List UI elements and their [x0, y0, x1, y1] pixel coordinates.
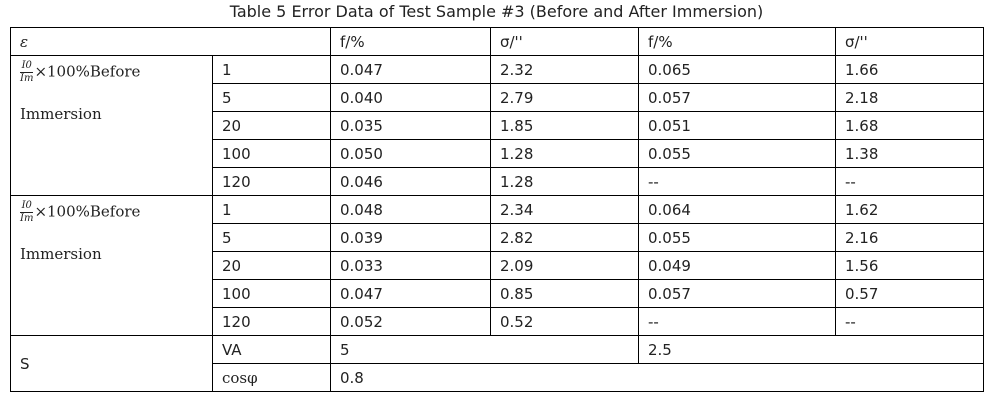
table-row: 120 0.052 0.52 -- -- — [11, 307, 984, 336]
group-label: ×100%Before — [34, 202, 141, 221]
table-cell: 1 — [212, 195, 331, 224]
table-cell: 0.85 — [490, 279, 639, 308]
table-cell: 0.040 — [330, 83, 491, 112]
table-cell: 0.055 — [638, 223, 836, 252]
header-cell: f/% — [330, 27, 491, 56]
table-cell: 1 — [212, 55, 331, 84]
numerator: I0 — [20, 200, 34, 213]
header-cell: σ/'' — [490, 27, 639, 56]
table-cell: 0.049 — [638, 251, 836, 280]
footer-cell: 2.5 — [638, 335, 984, 364]
table-cell: 0.046 — [330, 167, 491, 196]
table-cell: 1.28 — [490, 139, 639, 168]
table-cell: 1.62 — [835, 195, 984, 224]
table-cell: 2.79 — [490, 83, 639, 112]
table-cell: 120 — [212, 307, 331, 336]
group-label-cell: I0 Im ×100%Before Immersion — [10, 195, 213, 336]
table-cell: 2.82 — [490, 223, 639, 252]
table-cell: 5 — [212, 83, 331, 112]
table-cell: 20 — [212, 111, 331, 140]
table-cell: 0.035 — [330, 111, 491, 140]
numerator: I0 — [20, 60, 34, 73]
table-cell: 100 — [212, 139, 331, 168]
table-row: ε f/% σ/'' f/% σ/'' — [10, 27, 984, 56]
table-row: S VA 5 2.5 — [10, 335, 984, 392]
table-cell: 1.28 — [490, 167, 639, 196]
footer-cell: 5 — [330, 335, 639, 364]
table-cell: 1.66 — [835, 55, 984, 84]
table-cell: 0.048 — [330, 195, 491, 224]
table-cell: 0.047 — [330, 55, 491, 84]
group-label: Immersion — [20, 245, 102, 263]
table-cell: 0.52 — [490, 307, 639, 336]
footer-cell: VA — [212, 335, 331, 364]
table-cell: 2.16 — [835, 223, 984, 252]
footer-cell: 0.8 — [330, 363, 984, 392]
table-cell: 1.38 — [835, 139, 984, 168]
table-cell: 100 — [212, 279, 331, 308]
table-cell: 20 — [212, 251, 331, 280]
table-cell: 0.055 — [638, 139, 836, 168]
table-cell: -- — [638, 307, 836, 336]
data-table: ε f/% σ/'' f/% σ/'' I0 Im ×100%Before Immersion 1… — [10, 27, 984, 392]
footer-cell: cosφ — [212, 363, 331, 392]
group-label: ×100%Before — [34, 62, 141, 81]
table-row: 20 0.035 1.85 0.051 1.68 — [11, 111, 984, 140]
table-cell: 0.051 — [638, 111, 836, 140]
table-cell: 0.57 — [835, 279, 984, 308]
table-cell: 1.85 — [490, 111, 639, 140]
table-row: I0 Im ×100%Before Immersion 1 0.048 2.34 0.064 1… — [10, 195, 984, 336]
table-cell: 0.065 — [638, 55, 836, 84]
denominator: Im — [20, 213, 34, 224]
header-cell: f/% — [638, 27, 836, 56]
table-cell: 0.057 — [638, 279, 836, 308]
table-row: 5 0.039 2.82 0.055 2.16 — [11, 223, 984, 252]
table-cell: 1.68 — [835, 111, 984, 140]
table-cell: -- — [638, 167, 836, 196]
table-cell: 0.050 — [330, 139, 491, 168]
header-cell: ε — [10, 27, 331, 56]
denominator: Im — [20, 73, 34, 84]
table-cell: 0.039 — [330, 223, 491, 252]
group-label: Immersion — [20, 105, 102, 123]
table-cell: 5 — [212, 223, 331, 252]
table-cell: 2.32 — [490, 55, 639, 84]
table-row: 20 0.033 2.09 0.049 1.56 — [11, 251, 984, 280]
table-cell: 0.047 — [330, 279, 491, 308]
table-row: I0 Im ×100%Before Immersion 1 0.047 2.32 0.065 1… — [10, 55, 984, 196]
footer-label-cell: S — [10, 335, 213, 392]
table-cell: 2.34 — [490, 195, 639, 224]
fraction: I0 Im — [20, 60, 34, 85]
table-cell: 2.09 — [490, 251, 639, 280]
table-row: cosφ 0.8 — [11, 363, 984, 392]
table-cell: 0.033 — [330, 251, 491, 280]
table-row: 120 0.046 1.28 -- -- — [11, 167, 984, 196]
table-cell: -- — [835, 167, 984, 196]
table-cell: 120 — [212, 167, 331, 196]
header-cell: σ/'' — [835, 27, 984, 56]
table-cell: -- — [835, 307, 984, 336]
table-cell: 0.057 — [638, 83, 836, 112]
table-cell: 1.56 — [835, 251, 984, 280]
table-cell: 0.064 — [638, 195, 836, 224]
table-cell: 2.18 — [835, 83, 984, 112]
table-title: Table 5 Error Data of Test Sample #3 (Be… — [229, 2, 764, 21]
table-cell: 0.052 — [330, 307, 491, 336]
group-label-cell: I0 Im ×100%Before Immersion — [10, 55, 213, 196]
fraction: I0 Im — [20, 200, 34, 225]
